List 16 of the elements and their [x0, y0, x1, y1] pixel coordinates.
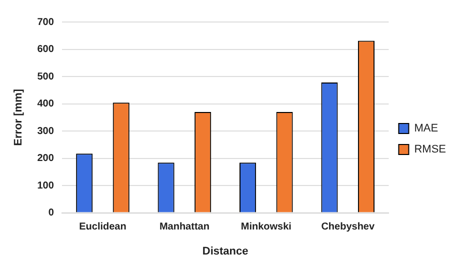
x-axis-title: Distance	[202, 245, 248, 258]
y-tick-label: 500	[37, 71, 54, 82]
y-axis-title: Error [mm]	[12, 88, 25, 146]
y-tick-label: 400	[37, 98, 54, 110]
x-tick-label: Minkowski	[240, 222, 292, 233]
x-tick-label: Chebyshev	[321, 222, 375, 233]
y-tick-label: 600	[37, 44, 54, 56]
y-tick-label: 200	[37, 153, 54, 164]
x-tick-label: Euclidean	[79, 222, 126, 233]
y-tick-label: 0	[48, 208, 54, 219]
y-tick-label: 300	[37, 126, 54, 137]
y-tick-label: 100	[37, 180, 54, 192]
y-tick-label: 700	[37, 16, 54, 28]
legend-label: RMSE	[414, 144, 446, 156]
x-tick-label: Manhattan	[159, 222, 210, 233]
legend-label: MAE	[414, 122, 438, 135]
